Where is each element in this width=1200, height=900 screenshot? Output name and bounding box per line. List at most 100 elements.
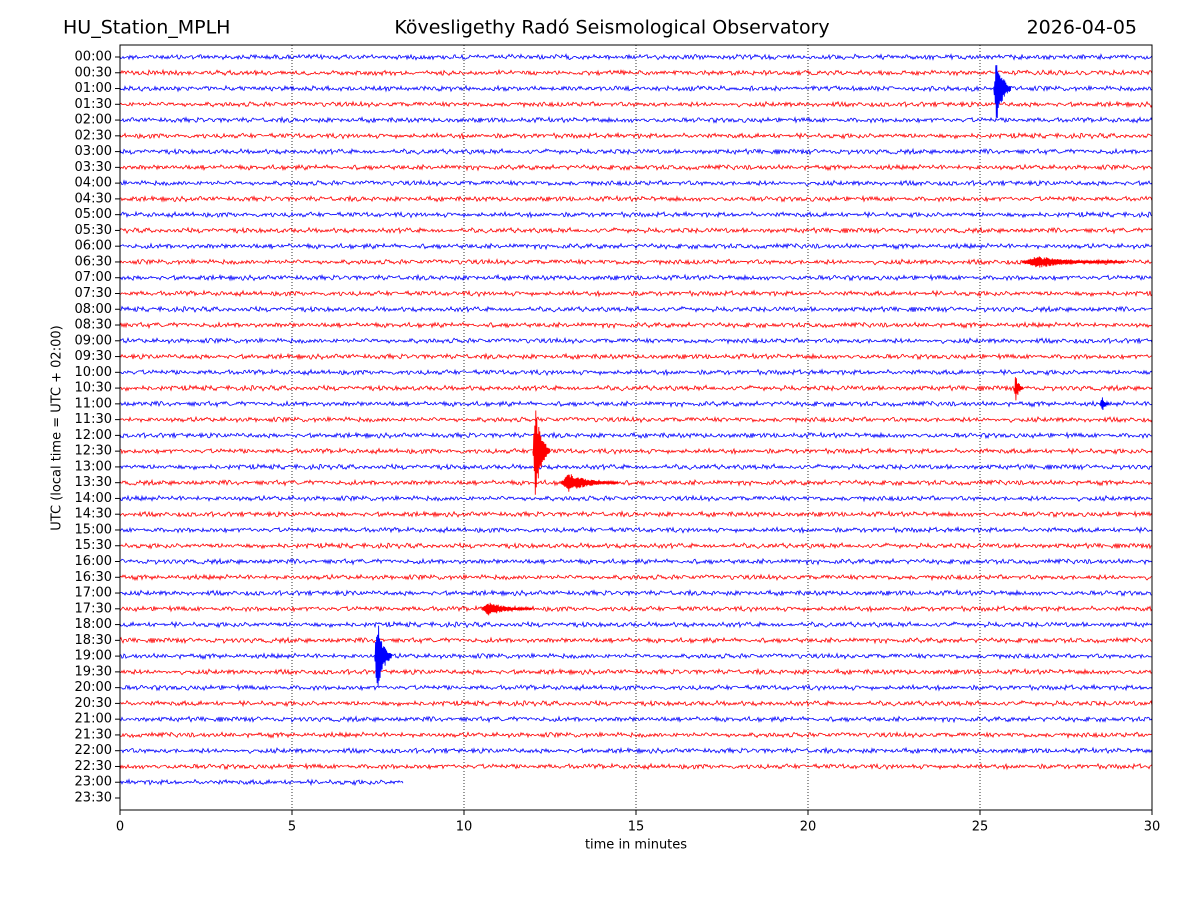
y-tick-label: 09:30 [75,349,112,364]
trace [119,652,1153,661]
x-tick-label: 25 [972,820,989,835]
event [993,65,1012,119]
y-tick-label: 18:00 [75,617,112,632]
y-tick-label: 10:30 [75,381,112,396]
y-tick-label: 20:00 [75,680,112,695]
y-tick-label: 13:00 [75,459,112,474]
trace [119,399,1153,408]
trace [119,667,1153,676]
trace [119,447,1153,456]
y-tick-label: 22:30 [75,759,112,774]
y-tick-label: 01:00 [75,81,112,96]
y-tick-label: 02:00 [75,113,112,128]
trace [119,210,1153,219]
y-tick-label: 17:30 [75,601,112,616]
y-tick-label: 19:00 [75,649,112,664]
trace [119,84,1153,93]
y-tick-label: 14:30 [75,507,112,522]
trace [119,778,404,787]
y-tick-label: 17:00 [75,586,112,601]
trace [119,242,1153,251]
y-tick-label: 14:00 [75,491,112,506]
y-tick-label: 16:00 [75,554,112,569]
trace [119,604,1153,613]
trace [119,557,1153,566]
y-tick-label: 08:00 [75,302,112,317]
trace [119,415,1153,424]
y-tick-label: 21:00 [75,712,112,727]
y-tick-label: 09:00 [75,333,112,348]
trace [119,289,1153,298]
y-tick-label: 05:30 [75,223,112,238]
event [1013,377,1024,401]
y-tick-label: 19:30 [75,664,112,679]
x-tick-label: 5 [288,820,296,835]
x-axis-label: time in minutes [585,838,687,853]
date: 2026-04-05 [1027,17,1137,39]
y-tick-label: 07:00 [75,270,112,285]
trace [119,525,1153,535]
y-tick-label: 07:30 [75,286,112,301]
x-tick-label: 30 [1144,820,1161,835]
trace [119,463,1153,471]
y-tick-label: 03:00 [75,144,112,159]
trace [119,510,1153,518]
trace [119,384,1153,392]
event [532,410,551,495]
trace [119,620,1153,629]
trace [119,368,1153,377]
trace [119,541,1153,550]
y-tick-label: 21:30 [75,727,112,742]
trace [119,588,1153,597]
y-tick-label: 12:00 [75,428,112,443]
event [374,625,393,687]
trace [119,100,1153,109]
trace [119,226,1153,235]
station: HU_Station_MPLH [63,17,230,39]
y-tick-label: 04:00 [75,176,112,191]
x-tick-label: 20 [800,820,817,835]
trace [119,163,1153,172]
trace [119,321,1153,330]
trace [119,305,1153,314]
y-tick-label: 05:00 [75,207,112,222]
x-tick-label: 0 [116,820,124,835]
y-tick-label: 18:30 [75,633,112,648]
x-tick-label: 15 [628,820,645,835]
trace [119,478,1153,487]
trace [119,762,1153,771]
event [1021,256,1125,268]
trace [119,336,1153,345]
trace [119,573,1153,582]
trace [119,68,1153,77]
trace [119,431,1153,440]
trace [119,699,1153,708]
event [1099,397,1110,411]
y-tick-label: 03:30 [75,160,112,175]
trace [119,273,1153,282]
y-tick-label: 00:00 [75,50,112,65]
event [480,602,534,616]
y-tick-label: 02:30 [75,128,112,143]
y-tick-label: 12:30 [75,444,112,459]
y-tick-label: 20:30 [75,696,112,711]
y-tick-label: 04:30 [75,191,112,206]
y-axis-label: UTC (local time = UTC + 02:00) [50,325,65,530]
y-tick-label: 06:30 [75,254,112,269]
y-tick-label: 23:00 [75,775,112,790]
trace [119,636,1153,645]
y-tick-label: 16:30 [75,570,112,585]
event [559,474,619,492]
trace [119,116,1153,124]
y-tick-label: 22:00 [75,743,112,758]
y-tick-label: 10:00 [75,365,112,380]
trace [119,258,1153,266]
trace [119,194,1153,203]
y-tick-label: 01:30 [75,97,112,112]
x-tick-label: 10 [456,820,473,835]
y-tick-label: 15:00 [75,522,112,537]
trace [119,715,1153,724]
y-tick-label: 11:00 [75,396,112,411]
trace [119,746,1153,755]
